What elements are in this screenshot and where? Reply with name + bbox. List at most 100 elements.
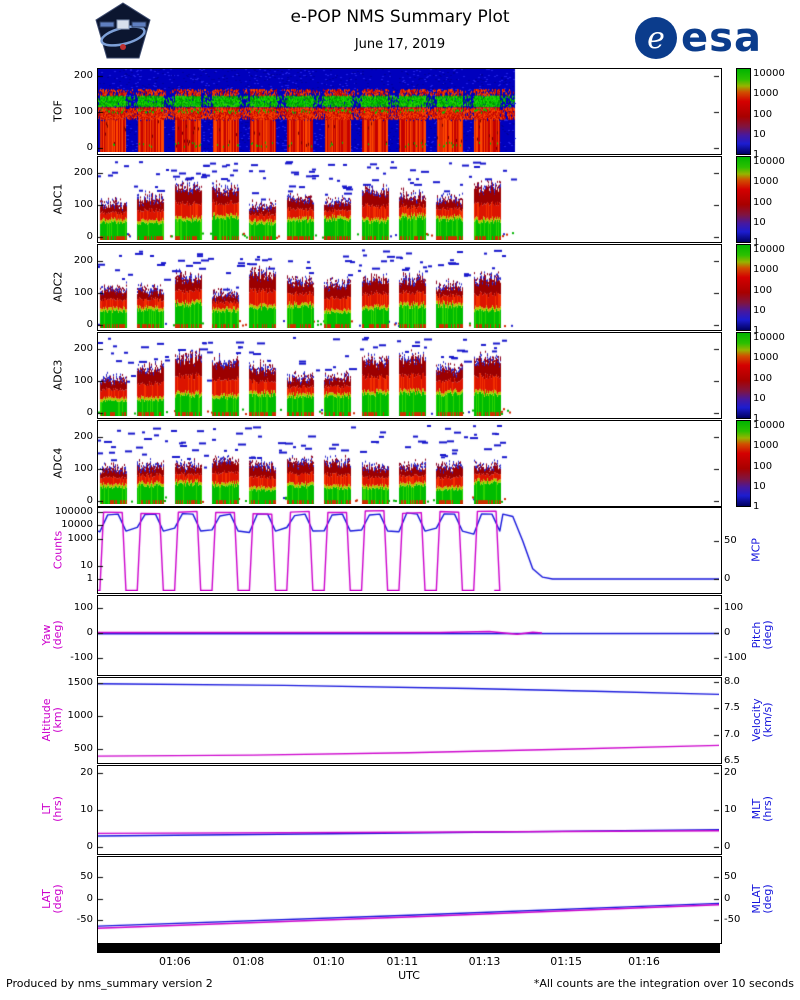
y-tick-label: 0: [86, 626, 93, 638]
y-tick-label: 6.5: [724, 755, 740, 766]
y-tick-label: 10: [80, 559, 93, 571]
colorbar-tick-label: 10: [753, 304, 766, 316]
panel-yaw: [97, 595, 722, 676]
panel-adc4: [97, 420, 722, 507]
page-title: e-POP NMS Summary Plot: [290, 7, 510, 27]
adc3-plot-canvas: [98, 333, 719, 416]
colorbar-tick-label: 1: [753, 237, 760, 248]
y-tick-label: 100: [73, 198, 93, 210]
panel-adc1: [97, 156, 722, 243]
y-tick-label: 0: [724, 841, 731, 853]
colorbar-adc1: [736, 156, 751, 243]
footer-produced-by: Produced by nms_summary version 2: [6, 977, 213, 990]
y-tick-label: 200: [73, 342, 93, 354]
ylabel-right-altitude: Velocity (km/s): [750, 697, 774, 742]
ylabel-right-counts: MCP: [749, 537, 763, 562]
x-axis-title: UTC: [398, 969, 420, 982]
y-tick-label: 0: [86, 495, 93, 507]
colorbar-adc4: [736, 420, 751, 507]
adc4-plot-canvas: [98, 421, 719, 504]
adc2-plot-canvas: [98, 245, 719, 328]
y-tick-label: 7.5: [724, 702, 740, 714]
y-tick-label: 100: [73, 601, 93, 613]
esa-logo: e esa: [634, 15, 762, 61]
panel-adc3: [97, 332, 722, 419]
y-tick-label: 10: [80, 803, 93, 815]
yaw-plot-canvas: [98, 596, 719, 673]
colorbar-tick-label: 10000: [753, 420, 785, 431]
y-tick-label: 0: [724, 626, 731, 638]
y-tick-label: 100000: [54, 505, 93, 517]
adc1-plot-canvas: [98, 157, 719, 240]
panel-lt: [97, 765, 722, 855]
y-tick-label: 0: [86, 319, 93, 331]
y-tick-label: 200: [73, 430, 93, 442]
colorbar-tick-label: 1: [753, 501, 760, 512]
y-tick-label: 10000: [61, 519, 93, 531]
esa-wordmark: esa: [681, 15, 762, 61]
y-tick-label: 50: [724, 535, 737, 547]
x-tick-label: 01:16: [628, 955, 660, 968]
panel-tof: [97, 68, 722, 155]
y-tick-label: 100: [724, 601, 744, 613]
ylabel-adc4: ADC4: [51, 447, 65, 478]
altitude-plot-canvas: [98, 678, 719, 761]
ylabel-right-lat: MLAT (deg): [750, 884, 774, 914]
colorbar-tick-label: 10: [753, 480, 766, 492]
lat-plot-canvas: [98, 857, 719, 941]
colorbar-tick-label: 1000: [753, 88, 779, 100]
colorbar-tick-label: 10: [753, 216, 766, 228]
y-tick-label: 0: [86, 841, 93, 853]
x-tick-label: 01:11: [386, 955, 419, 968]
y-tick-label: 20: [724, 766, 737, 778]
panel-altitude: [97, 677, 722, 764]
x-tick-label: 01:15: [550, 955, 582, 968]
y-tick-label: 200: [73, 69, 93, 81]
x-tick-label: 01:10: [312, 955, 345, 968]
y-tick-label: 7.0: [724, 728, 740, 740]
ylabel-lt: LT (hrs): [40, 796, 64, 822]
ylabel-yaw: Yaw (deg): [40, 619, 64, 650]
x-tick-label: 01:06: [159, 955, 191, 968]
y-tick-label: -100: [724, 652, 747, 664]
colorbar-tick-label: 1: [753, 325, 760, 336]
y-tick-label: 1500: [67, 676, 93, 688]
y-tick-label: -100: [70, 652, 93, 664]
eclipse-indicator-bar: [97, 944, 720, 953]
esa-emblem-icon: e: [635, 17, 677, 59]
colorbar-tof: [736, 68, 751, 155]
y-tick-label: 1000: [67, 532, 93, 544]
epop-patch-graphic: [95, 2, 151, 59]
colorbar-tick-label: 100: [753, 284, 773, 296]
colorbar-tick-label: 100: [753, 372, 773, 384]
colorbar-tick-label: 10000: [753, 332, 785, 343]
ylabel-right-yaw: Pitch (deg): [750, 619, 774, 650]
y-tick-label: 1000: [67, 710, 93, 722]
ylabel-right-lt: MLT (hrs): [750, 796, 774, 822]
y-tick-label: 8.0: [724, 675, 740, 687]
colorbar-tick-label: 100: [753, 108, 773, 120]
colorbar-tick-label: 1: [753, 413, 760, 424]
y-tick-label: 100: [73, 105, 93, 117]
colorbar-tick-label: 1000: [753, 176, 779, 188]
colorbar-tick-label: 10: [753, 128, 766, 140]
colorbar-tick-label: 1: [753, 149, 760, 160]
ylabel-adc2: ADC2: [51, 271, 65, 302]
colorbar-tick-label: 10: [753, 392, 766, 404]
colorbar-tick-label: 10000: [753, 156, 785, 167]
colorbar-tick-label: 1000: [753, 440, 779, 452]
colorbar-tick-label: 100: [753, 196, 773, 208]
y-tick-label: 100: [73, 374, 93, 386]
y-tick-label: 50: [80, 870, 93, 882]
y-tick-label: 0: [86, 407, 93, 419]
ylabel-adc3: ADC3: [51, 359, 65, 390]
y-tick-label: 100: [73, 286, 93, 298]
y-tick-label: 1: [86, 573, 93, 585]
y-tick-label: 50: [724, 870, 737, 882]
panel-counts: [97, 507, 722, 594]
y-tick-label: 0: [86, 142, 93, 154]
colorbar-adc2: [736, 244, 751, 331]
svg-text:e: e: [647, 21, 665, 56]
y-tick-label: 200: [73, 166, 93, 178]
ylabel-lat: LAT (deg): [40, 884, 64, 914]
